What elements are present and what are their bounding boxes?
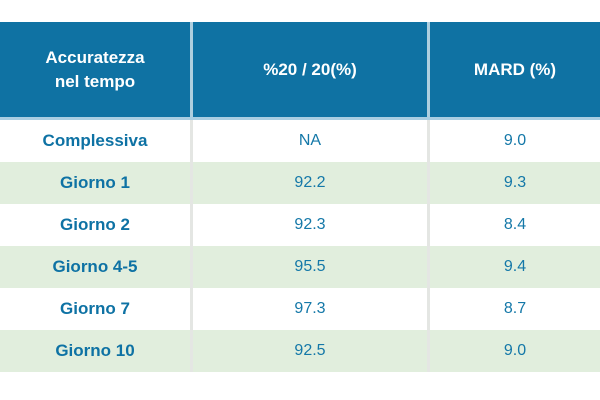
header-label-20-20-pct: %20 / 20(%)	[263, 59, 357, 79]
row-label: Giorno 7	[60, 299, 130, 318]
row-label: Giorno 2	[60, 215, 130, 234]
table-row-giorno-2: Giorno 2 92.3 8.4	[0, 204, 600, 246]
header-label-accuratezza: Accuratezza nel tempo	[45, 47, 145, 91]
cell-20-20-value: 92.2	[190, 162, 427, 204]
row-label: Complessiva	[42, 131, 148, 150]
cell-mard-value: 9.0	[427, 120, 600, 162]
table-row-giorno-4-5: Giorno 4-5 95.5 9.4	[0, 246, 600, 288]
cell-mard-value: 8.4	[427, 204, 600, 246]
table-header-row: Accuratezza nel tempo %20 / 20(%) MARD (…	[0, 22, 600, 117]
table-row-giorno-10: Giorno 10 92.5 9.0	[0, 330, 600, 372]
cell-20-20-value: NA	[190, 120, 427, 162]
accuracy-table: Accuratezza nel tempo %20 / 20(%) MARD (…	[0, 22, 600, 372]
row-label: Giorno 4-5	[52, 257, 138, 276]
header-cell-mard: MARD (%)	[427, 22, 600, 117]
cell-mard-value: 9.4	[427, 246, 600, 288]
cell-20-20-value: 95.5	[190, 246, 427, 288]
header-cell-20-20-pct: %20 / 20(%)	[190, 22, 427, 117]
cell-mard-value: 8.7	[427, 288, 600, 330]
cell-20-20-value: 92.5	[190, 330, 427, 372]
cell-mard-value: 9.0	[427, 330, 600, 372]
header-cell-accuratezza-nel-tempo: Accuratezza nel tempo	[0, 22, 190, 117]
row-label: Giorno 1	[60, 173, 130, 192]
cell-20-20-value: 97.3	[190, 288, 427, 330]
header-label-mard: MARD (%)	[473, 59, 557, 79]
table-row-giorno-1: Giorno 1 92.2 9.3	[0, 162, 600, 204]
cell-20-20-value: 92.3	[190, 204, 427, 246]
table-row-giorno-7: Giorno 7 97.3 8.7	[0, 288, 600, 330]
cell-mard-value: 9.3	[427, 162, 600, 204]
table-row-complessiva: Complessiva NA 9.0	[0, 120, 600, 162]
header-underline	[0, 117, 600, 120]
row-label: Giorno 10	[55, 341, 135, 360]
